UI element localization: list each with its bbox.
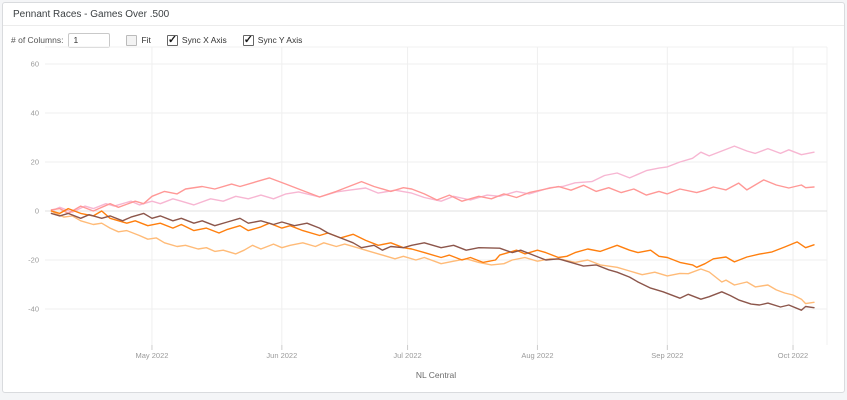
- sync-x-axis-checkbox[interactable]: [166, 33, 178, 46]
- page-title: Pennant Races - Games Over .500: [3, 3, 844, 26]
- sync-y-axis-checkbox[interactable]: [242, 33, 254, 46]
- fit-checkbox[interactable]: [126, 34, 138, 46]
- sync-y-axis-label: Sync Y Axis: [257, 35, 303, 45]
- fit-label: Fit: [141, 35, 151, 45]
- toolbar: # of Columns: Fit Sync X Axis Sync Y Axi…: [3, 26, 844, 51]
- series-line-salmon[interactable]: [50, 177, 815, 215]
- sync-x-axis-label: Sync X Axis: [181, 35, 227, 45]
- columns-input[interactable]: [68, 32, 111, 48]
- series-line-brown[interactable]: [50, 212, 815, 311]
- series-line-light-pink[interactable]: [50, 145, 815, 213]
- sync-x-axis-checkbox-group[interactable]: Sync X Axis: [166, 33, 227, 46]
- sync-y-axis-checkbox-group[interactable]: Sync Y Axis: [242, 33, 303, 46]
- fit-checkbox-group[interactable]: Fit: [126, 34, 151, 46]
- series-line-peach[interactable]: [50, 210, 815, 305]
- columns-label: # of Columns:: [11, 35, 64, 45]
- series-line-orange[interactable]: [50, 207, 815, 268]
